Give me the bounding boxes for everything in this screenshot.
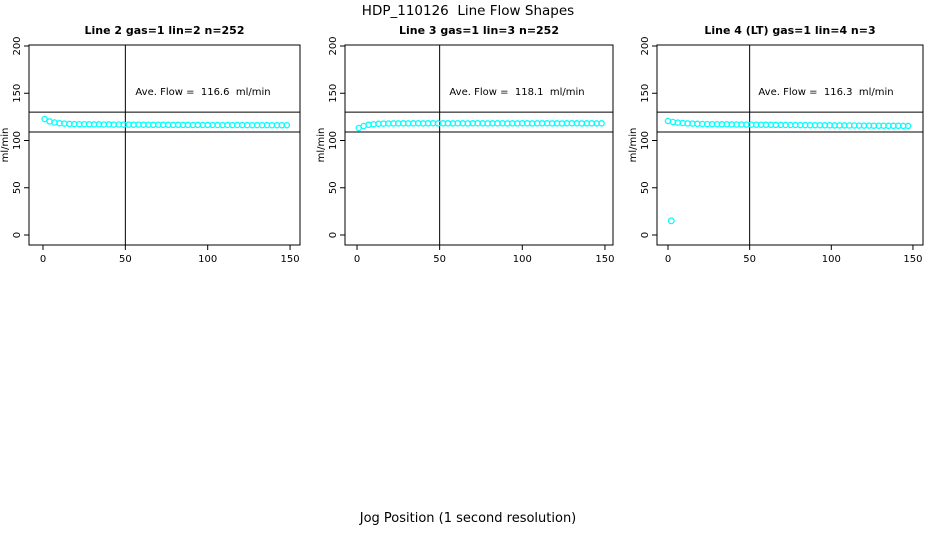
panel-1-ave-flow-annotation: Ave. Flow = 116.6 ml/min — [135, 87, 271, 98]
y-tick-label: 150 — [12, 84, 23, 103]
panel-2-plot: 0 50 100 150 0 50 100 150 200 ml/min — [316, 36, 614, 265]
x-tick-label: 50 — [119, 254, 132, 265]
y-tick-label: 0 — [640, 232, 651, 238]
x-tick-label: 100 — [822, 254, 841, 265]
y-tick-label: 50 — [640, 181, 651, 194]
x-tick-label: 100 — [513, 254, 532, 265]
outlier-point — [667, 217, 675, 225]
main-title: HDP_110126 Line Flow Shapes — [361, 3, 575, 19]
panel-3-plot: 0 50 100 150 0 50 100 150 200 ml/min — [628, 36, 924, 265]
panel-3-title: Line 4 (LT) gas=1 lin=4 n=3 — [704, 24, 876, 37]
x-tick-label: 150 — [595, 254, 614, 265]
data-point — [51, 119, 58, 126]
y-tick-label: 0 — [328, 232, 339, 238]
x-tick-label: 0 — [354, 254, 360, 265]
panel-2-ave-flow-annotation: Ave. Flow = 118.1 ml/min — [449, 87, 585, 98]
y-tick-label: 100 — [640, 131, 651, 150]
x-tick-label: 50 — [743, 254, 756, 265]
data-point — [283, 121, 291, 129]
x-axis-label: Jog Position (1 second resolution) — [359, 511, 577, 526]
x-tick-label: 50 — [433, 254, 446, 265]
x-tick-label: 100 — [198, 254, 217, 265]
y-tick-label: 0 — [12, 232, 23, 238]
plot-box — [344, 44, 614, 246]
y-tick-label: 100 — [328, 131, 339, 150]
y-tick-label: 100 — [12, 131, 23, 150]
y-axis-label: ml/min — [0, 128, 11, 163]
x-tick-label: 150 — [281, 254, 300, 265]
y-tick-label: 200 — [12, 36, 23, 55]
panel-3-points — [664, 117, 912, 225]
y-axis-label: ml/min — [628, 128, 639, 163]
data-point — [41, 115, 48, 123]
data-point — [904, 122, 912, 130]
panel-2-title: Line 3 gas=1 lin=3 n=252 — [398, 24, 559, 37]
y-axis-label: ml/min — [316, 128, 327, 163]
data-point — [598, 120, 605, 127]
y-tick-label: 200 — [328, 36, 339, 55]
panel-1-plot: 0 50 100 150 0 50 100 150 200 ml/min — [0, 36, 301, 265]
y-tick-label: 150 — [640, 84, 651, 103]
plot-box — [28, 44, 301, 246]
panel-3-ave-flow-annotation: Ave. Flow = 116.3 ml/min — [758, 87, 894, 98]
y-tick-label: 50 — [328, 181, 339, 194]
y-tick-label: 200 — [640, 36, 651, 55]
y-tick-label: 150 — [328, 84, 339, 103]
x-tick-label: 0 — [40, 254, 46, 265]
panel-1-title: Line 2 gas=1 lin=2 n=252 — [84, 24, 245, 37]
panel-2-points — [355, 119, 605, 132]
plot-box — [656, 44, 924, 246]
x-tick-label: 150 — [903, 254, 922, 265]
panel-1-points — [41, 115, 291, 129]
y-tick-label: 50 — [12, 181, 23, 194]
x-tick-label: 0 — [665, 254, 671, 265]
